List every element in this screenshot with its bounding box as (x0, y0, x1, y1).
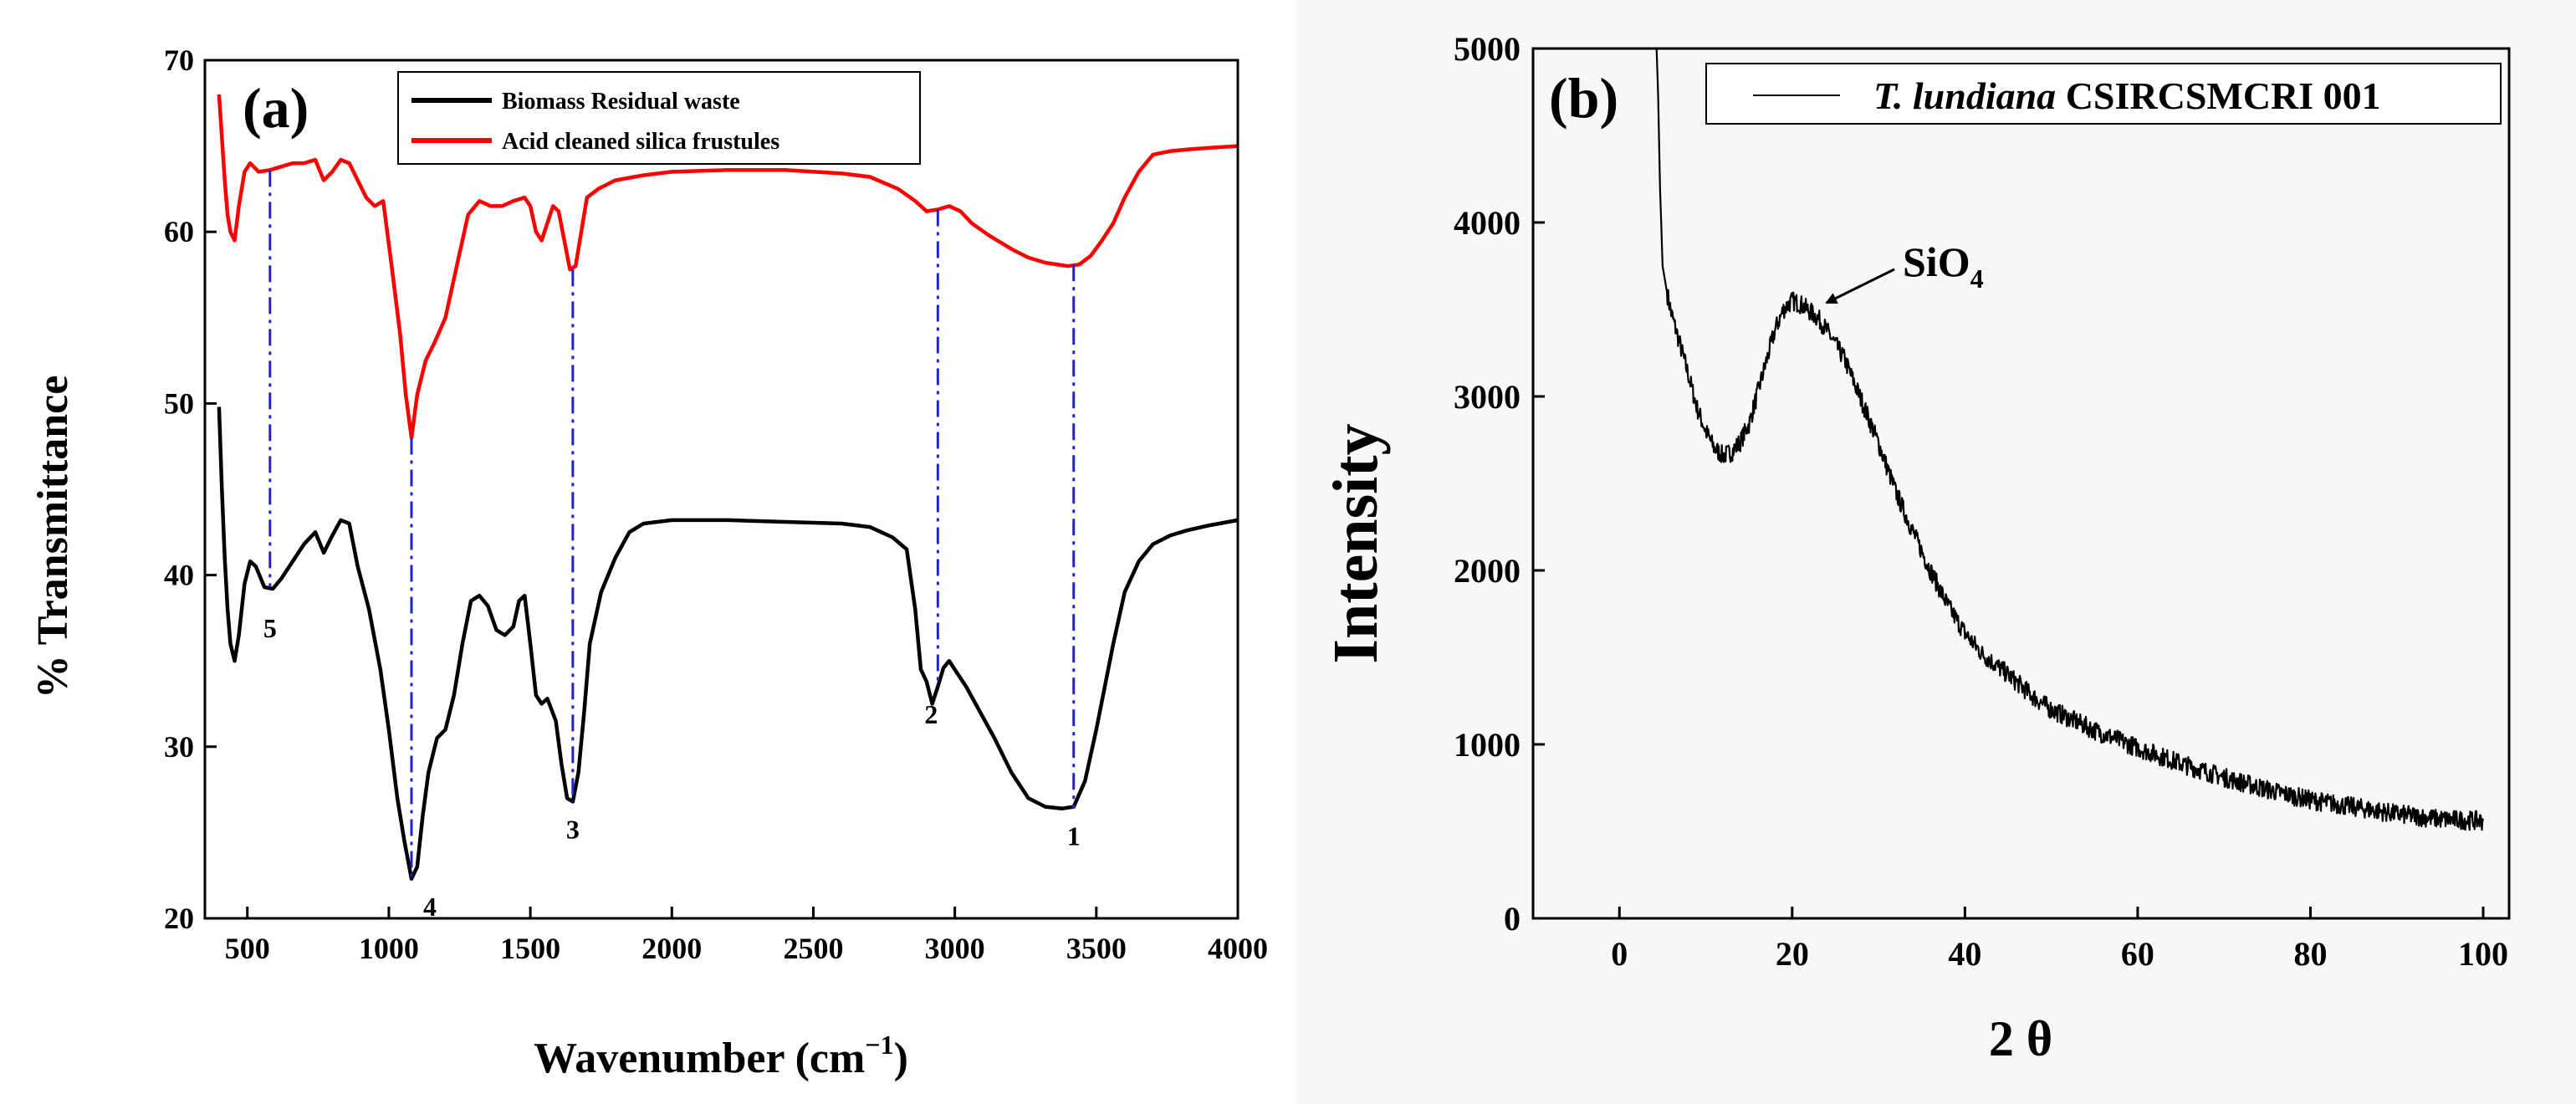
band-label-4: 4 (423, 892, 437, 922)
panel-a-y-axis-label: % Transmittance (29, 376, 77, 699)
panel-a-y-tick-label: 50 (164, 386, 194, 420)
panel-b-y-tick-label: 1000 (1454, 726, 1521, 764)
panel-a-y-tick-label: 60 (164, 215, 194, 248)
panel-a-x-tick-label: 1000 (359, 932, 419, 965)
panel-b-x-axis-label: 2 θ (1989, 1011, 2052, 1066)
panel-b-x-tick-label: 100 (2458, 935, 2508, 973)
panel-a-label: (a) (243, 76, 309, 140)
sio4-annotation-arrow (1825, 268, 1895, 304)
panel-a-x-tick-label: 2000 (641, 932, 702, 965)
panel-a-x-tick-label: 2500 (783, 932, 843, 965)
panel-b-y-tick-label: 3000 (1454, 378, 1521, 416)
series-t-lundiana-xrd (1655, 49, 2485, 831)
panel-a-y-tick-label: 30 (164, 730, 194, 764)
panel-b-x-tick-label: 0 (1611, 935, 1628, 973)
panel-b-x-tick-label: 60 (2121, 935, 2154, 973)
panel-b-x-tick-label: 80 (2293, 935, 2327, 973)
panel-b-y-tick-label: 2000 (1454, 552, 1521, 590)
panel-b-x-tick-label: 20 (1776, 935, 1809, 973)
panel-b-y-tick-label: 4000 (1454, 204, 1521, 242)
panel-a-legend: Biomass Residual waste Acid cleaned sili… (397, 71, 921, 165)
band-label-2: 2 (924, 699, 938, 729)
panel-b-legend-box (1705, 63, 2502, 125)
band-label-3: 3 (566, 814, 580, 844)
panel-a-y-tick-label: 70 (164, 43, 194, 77)
legend-label-silica: Acid cleaned silica frustules (502, 129, 779, 155)
legend-label-tlundiana: T. lundiana CSIRCSMCRI 001 (1873, 74, 2381, 117)
panel-b-label: (b) (1549, 66, 1618, 130)
panel-b-y-tick-label: 5000 (1454, 30, 1521, 68)
panel-b-x-tick-label: 40 (1948, 935, 1981, 973)
panel-b-frame (1531, 47, 2511, 920)
series-acid-cleaned-silica (217, 94, 1238, 440)
band-label-1: 1 (1067, 821, 1081, 851)
series-biomass-residual-waste (217, 406, 1238, 882)
panel-a-frame (203, 59, 1239, 920)
panel-a-x-axis-label: Wavenumber (cm−1) (534, 1030, 908, 1082)
panel-a-y-tick-label: 20 (164, 902, 194, 935)
panel-a-x-tick-label: 3500 (1066, 932, 1127, 965)
sio4-annotation: SiO4 (1903, 238, 1984, 294)
panel-a-x-tick-label: 4000 (1208, 932, 1268, 965)
panel-a-x-tick-label: 1500 (500, 932, 560, 965)
panel-b-legend: T. lundiana CSIRCSMCRI 001 (1705, 63, 2502, 125)
panel-a-ftir-chart: 1 2 3 4 5 500 1000 1500 2000 2500 3000 3500 4000 20 3… (29, 43, 1268, 1082)
panel-b-background (1296, 0, 2576, 1104)
panel-b-y-tick-label: 0 (1504, 900, 1521, 938)
band-label-5: 5 (263, 613, 277, 643)
panel-a-y-tick-label: 40 (164, 559, 194, 592)
legend-label-biomass: Biomass Residual waste (502, 89, 740, 115)
panel-b-y-axis-label: Intensity (1321, 423, 1391, 663)
panel-a-x-tick-label: 500 (225, 932, 270, 965)
panel-a-legend-box (397, 71, 921, 165)
panel-a-x-tick-label: 3000 (925, 932, 985, 965)
